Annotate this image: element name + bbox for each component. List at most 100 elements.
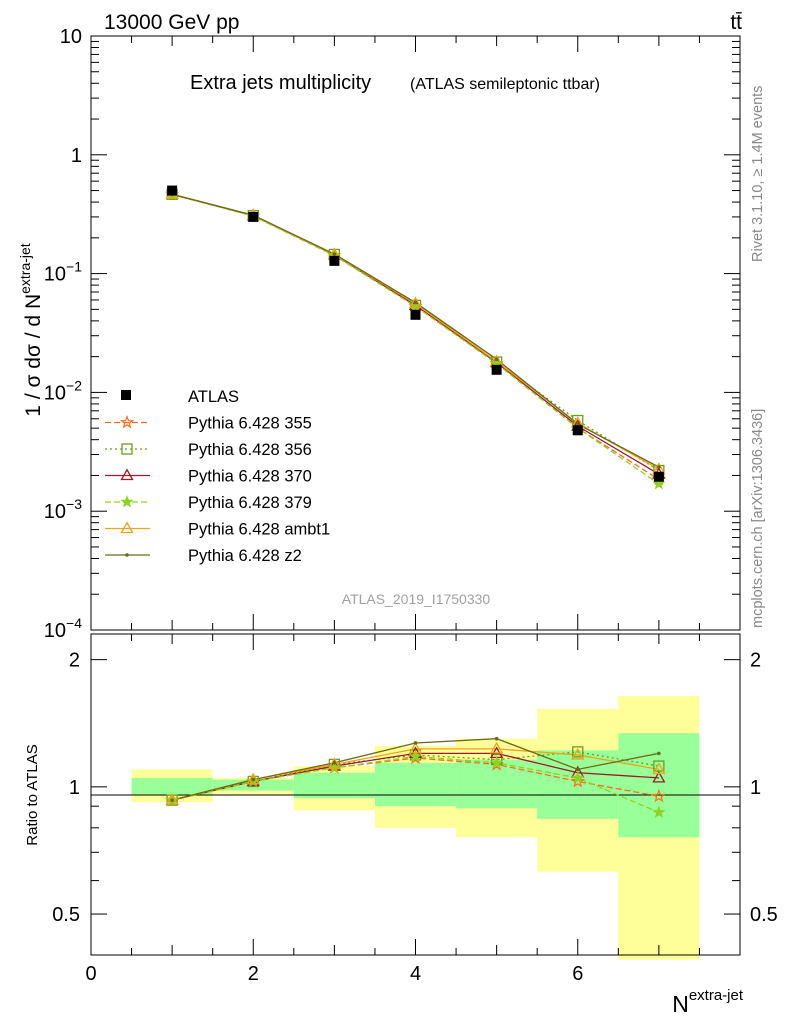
x-axis-label-text: N (672, 991, 689, 1017)
chart-title: Extra jets multiplicity (190, 72, 371, 94)
legend-marker (120, 468, 134, 481)
chart-subtitle: (ATLAS semileptonic ttbar) (410, 76, 600, 93)
ratio-y-tick-label-right: 1 (750, 777, 761, 799)
x-tick-labels: 0 2 4 6 (85, 963, 583, 985)
series-marker (332, 252, 337, 256)
legend-marker (125, 553, 129, 557)
main-y-tick-label: 10−3 (44, 496, 82, 523)
main-y-tick-label: 10−4 (44, 615, 82, 642)
legend-label: Pythia 6.428 370 (188, 468, 312, 486)
ratio-series-marker (170, 798, 174, 802)
ratio-y-tick-labels: 0.5 0.5 1 1 2 2 (52, 650, 778, 926)
ratio-series-marker (571, 747, 585, 760)
main-y-tick-label: 10−1 (44, 259, 82, 286)
ratio-y-tick-label-right: 0.5 (750, 904, 778, 926)
main-y-tick-label: 1 (71, 145, 82, 167)
ratio-series-marker (327, 757, 341, 770)
ratio-y-tick-label-left: 0.5 (52, 904, 80, 926)
ratio-band-green (618, 733, 700, 838)
ratio-band-green (374, 762, 457, 807)
ratio-series-marker (657, 751, 661, 756)
series-marker (413, 300, 418, 305)
main-y-tick-label-exp: −1 (66, 259, 82, 275)
main-y-tick-label-base: 1 (71, 145, 82, 167)
ratio-series-line (171, 751, 659, 801)
ratio-series-marker (652, 805, 666, 818)
x-tick-label: 4 (410, 963, 421, 985)
legend-label: Pythia 6.428 z2 (188, 547, 302, 565)
series-marker (408, 296, 423, 309)
ratio-series-marker (494, 736, 499, 741)
y-axis-label-text: 1 / σ dσ / d N (22, 294, 45, 417)
legend-label: Pythia 6.428 379 (188, 494, 312, 512)
legend-marker (119, 415, 135, 429)
data-marker (491, 364, 502, 375)
svg-text:1 / σ dσ / d Nextra-jet: 1 / σ dσ / d Nextra-jet (17, 243, 45, 416)
ratio-series-marker (165, 793, 179, 805)
main-y-tick-label-base: 10 (44, 620, 66, 642)
main-y-tick-label-exp: −2 (66, 377, 82, 393)
legend-label: ATLAS (188, 388, 239, 406)
main-y-tick-label-base: 10 (60, 26, 82, 48)
ratio-y-axis-label: Ratio to ATLAS (24, 744, 41, 845)
ratio-series-marker (251, 777, 256, 782)
ratio-band-green (131, 777, 213, 795)
ratio-series-marker (570, 773, 585, 788)
rivet-label: Rivet 3.1.10, ≥ 1.4M events (750, 86, 766, 262)
main-y-tick-label: 10 (60, 26, 82, 48)
legend-marker (121, 443, 133, 455)
data-marker (653, 471, 664, 482)
analysis-watermark: ATLAS_2019_I1750330 (342, 591, 491, 607)
ratio-series-marker (332, 761, 337, 765)
main-y-tick-label-base: 10 (44, 264, 66, 286)
ratio-series-marker (246, 772, 260, 785)
legend-marker (120, 521, 134, 534)
x-tick-label: 0 (85, 963, 96, 985)
mcplots-label: mcplots.cern.ch [arXiv:1306.3436] (750, 409, 766, 628)
data-marker (167, 185, 178, 196)
legend-label: Pythia 6.428 ambt1 (188, 521, 330, 539)
ratio-series-marker (571, 771, 585, 784)
legend-label: Pythia 6.428 355 (188, 415, 312, 433)
legend-marker (121, 390, 131, 400)
main-axis-ticks (90, 35, 741, 631)
main-y-tick-label-exp: −3 (66, 496, 82, 512)
main-y-axis-label: 1 / σ dσ / d Nextra-jet (17, 243, 45, 416)
series-marker (494, 357, 499, 362)
series-line (171, 193, 660, 481)
ratio-band-green (293, 772, 375, 799)
x-axis-label: Nextra-jet (672, 987, 744, 1017)
ratio-uncertainty-bands (131, 696, 700, 960)
ratio-series-marker (575, 767, 580, 772)
ratio-series-marker (652, 762, 666, 775)
ratio-series-marker (408, 749, 423, 763)
ratio-series-marker (490, 755, 504, 769)
data-marker (248, 211, 259, 222)
data-marker (572, 425, 583, 436)
ratio-y-tick-label-right: 2 (750, 650, 761, 672)
legend: ATLAS Pythia 6.428 355 Pythia 6.428 356 Pyt… (105, 388, 330, 565)
ratio-band-green (537, 750, 619, 819)
main-y-tick-label-exp: −4 (66, 615, 82, 631)
series-marker (657, 465, 661, 469)
legend-label: Pythia 6.428 356 (188, 441, 312, 459)
legend-marker (120, 495, 134, 508)
main-y-tick-label-base: 10 (44, 382, 66, 404)
main-y-tick-label: 10−2 (44, 377, 82, 404)
ratio-series-marker (652, 770, 666, 783)
header-process: tt̄ (730, 11, 742, 34)
main-frame (90, 35, 741, 631)
data-marker (410, 309, 421, 320)
ratio-series-marker (490, 741, 504, 754)
series-marker (575, 422, 580, 426)
ratio-series-marker (572, 746, 584, 758)
x-tick-label: 6 (572, 963, 583, 985)
series-marker (652, 476, 666, 490)
ratio-series-marker (408, 741, 423, 754)
main-markers (165, 185, 666, 490)
ratio-series-marker (413, 741, 418, 745)
ratio-series-marker (651, 788, 666, 803)
